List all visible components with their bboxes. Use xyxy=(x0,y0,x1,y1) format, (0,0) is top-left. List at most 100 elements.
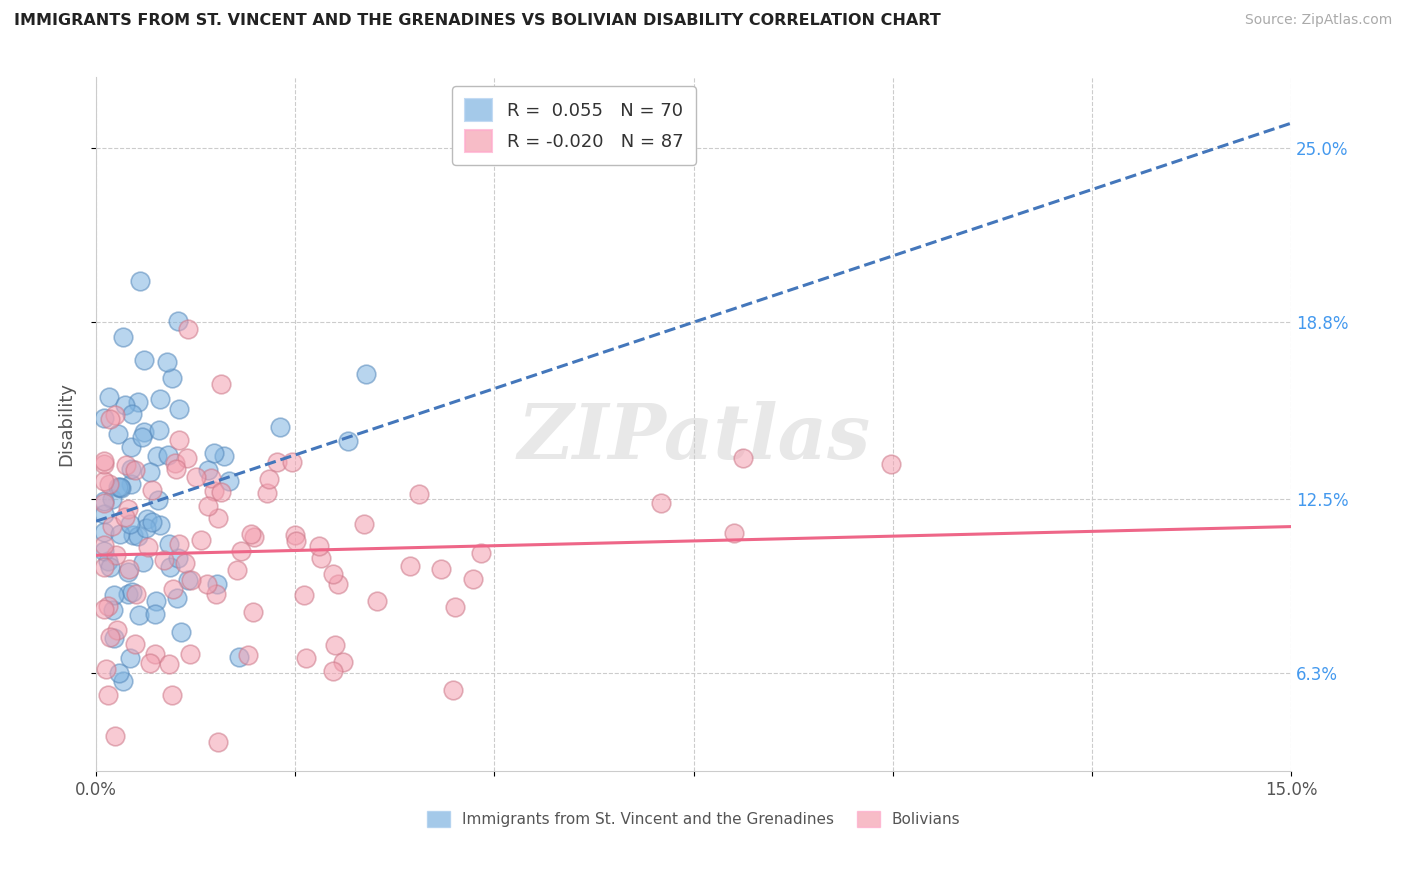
Point xyxy=(167,551,190,566)
Point xyxy=(139,465,162,479)
Legend: Immigrants from St. Vincent and the Grenadines, Bolivians: Immigrants from St. Vincent and the Gren… xyxy=(420,805,967,833)
Point xyxy=(98,411,121,425)
Point xyxy=(292,588,315,602)
Point xyxy=(128,608,150,623)
Point xyxy=(93,458,115,472)
Point xyxy=(284,527,307,541)
Point xyxy=(134,352,156,367)
Point xyxy=(470,546,492,560)
Point xyxy=(180,573,202,587)
Point xyxy=(332,655,354,669)
Point xyxy=(295,651,318,665)
Point xyxy=(114,458,136,472)
Point xyxy=(120,462,142,476)
Point xyxy=(148,423,170,437)
Point xyxy=(165,461,187,475)
Point xyxy=(177,322,200,336)
Point xyxy=(136,512,159,526)
Point xyxy=(174,556,197,570)
Point xyxy=(110,480,132,494)
Point xyxy=(308,539,330,553)
Point xyxy=(444,599,467,614)
Point xyxy=(166,591,188,605)
Point xyxy=(257,472,280,486)
Point xyxy=(143,647,166,661)
Point xyxy=(214,449,236,463)
Point xyxy=(117,502,139,516)
Point xyxy=(131,430,153,444)
Point xyxy=(93,544,115,558)
Point xyxy=(114,510,136,524)
Point xyxy=(322,566,344,581)
Point xyxy=(399,559,422,574)
Point xyxy=(93,411,115,425)
Point xyxy=(354,367,377,381)
Point xyxy=(93,496,115,510)
Point xyxy=(97,599,120,614)
Point xyxy=(120,477,142,491)
Point xyxy=(93,493,115,508)
Point xyxy=(132,555,155,569)
Point xyxy=(197,499,219,513)
Text: Source: ZipAtlas.com: Source: ZipAtlas.com xyxy=(1244,13,1392,28)
Point xyxy=(93,474,115,488)
Point xyxy=(108,527,131,541)
Point xyxy=(120,440,142,454)
Point xyxy=(160,688,183,702)
Point xyxy=(114,398,136,412)
Point xyxy=(121,528,143,542)
Point xyxy=(184,470,207,484)
Point xyxy=(139,656,162,670)
Point xyxy=(153,553,176,567)
Point xyxy=(166,313,188,327)
Point xyxy=(148,392,170,406)
Point xyxy=(281,455,304,469)
Point xyxy=(430,561,453,575)
Point xyxy=(200,471,222,485)
Point xyxy=(236,648,259,663)
Point xyxy=(105,623,128,637)
Point xyxy=(100,630,122,644)
Point xyxy=(197,463,219,477)
Point xyxy=(650,496,672,510)
Point xyxy=(204,587,226,601)
Point xyxy=(160,370,183,384)
Y-axis label: Disability: Disability xyxy=(58,383,75,467)
Point xyxy=(209,484,232,499)
Point xyxy=(195,576,218,591)
Point xyxy=(93,560,115,574)
Point xyxy=(240,527,263,541)
Point xyxy=(176,451,198,466)
Point xyxy=(165,456,187,470)
Text: ZIPatlas: ZIPatlas xyxy=(517,401,870,475)
Point xyxy=(202,446,225,460)
Point xyxy=(228,650,250,665)
Point xyxy=(97,391,120,405)
Point xyxy=(104,729,127,743)
Point xyxy=(143,607,166,622)
Point xyxy=(157,657,180,672)
Point xyxy=(207,510,229,524)
Point xyxy=(256,486,278,500)
Point xyxy=(149,517,172,532)
Point xyxy=(169,536,191,550)
Point xyxy=(326,577,349,591)
Point xyxy=(145,450,167,464)
Point xyxy=(218,475,240,489)
Point xyxy=(111,329,134,343)
Point xyxy=(93,524,115,539)
Point xyxy=(353,516,375,531)
Point xyxy=(204,483,226,498)
Point xyxy=(94,662,117,676)
Point xyxy=(104,408,127,422)
Point xyxy=(120,517,142,532)
Point xyxy=(170,624,193,639)
Point xyxy=(269,419,291,434)
Point xyxy=(408,487,430,501)
Point xyxy=(136,540,159,554)
Point xyxy=(148,493,170,508)
Point xyxy=(243,530,266,544)
Point xyxy=(118,562,141,576)
Point xyxy=(101,602,124,616)
Point xyxy=(120,651,142,665)
